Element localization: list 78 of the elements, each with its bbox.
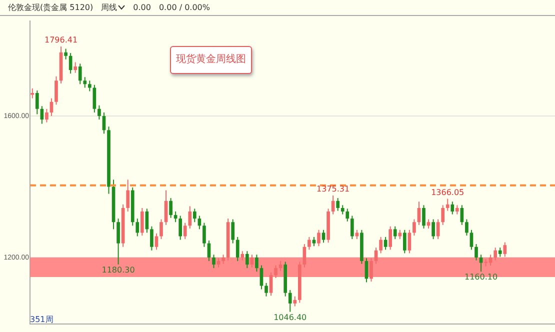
candlestick	[370, 258, 373, 282]
candlestick	[92, 84, 96, 113]
candlestick	[126, 179, 130, 212]
annotation: 1046.40	[274, 312, 307, 322]
candlestick	[188, 206, 192, 229]
candlestick	[64, 48, 68, 60]
candlestick	[264, 282, 268, 297]
candlestick	[269, 272, 273, 296]
candlestick	[317, 229, 320, 247]
candlestick	[202, 222, 206, 248]
candlestick	[78, 63, 82, 85]
text: 伦敦金现(贵金属 5120)	[8, 3, 94, 12]
candlestick	[346, 208, 350, 222]
candlestick	[140, 207, 144, 236]
text: 现货黄金周线图	[170, 46, 252, 74]
candlestick	[465, 218, 468, 236]
candlestick	[479, 254, 483, 272]
candlestick	[30, 88, 34, 99]
candlestick	[160, 218, 163, 240]
candlestick	[240, 250, 244, 261]
candlestick	[379, 236, 382, 254]
candlestick	[412, 218, 416, 236]
candlestick	[274, 264, 278, 279]
candlestick	[355, 229, 359, 240]
candlestick	[169, 198, 172, 218]
candlestick	[422, 204, 426, 229]
candlestick	[260, 264, 264, 290]
candlestick	[245, 250, 249, 269]
candlestick	[98, 104, 101, 120]
candlestick	[150, 226, 154, 251]
candlestick	[350, 215, 354, 240]
candlestick	[88, 80, 92, 92]
candlestick	[388, 226, 392, 250]
candlestick	[293, 296, 297, 307]
annotation: 1180.30	[102, 266, 135, 275]
annotation: 351周	[30, 314, 54, 325]
text: 0.00	[133, 3, 151, 12]
candlestick	[83, 76, 87, 88]
candlestick	[231, 218, 235, 244]
candlestick	[183, 222, 187, 240]
text: 周线	[101, 3, 118, 12]
annotation: 1796.41	[44, 36, 78, 45]
candlestick	[436, 218, 440, 240]
annotation: 1160.10	[464, 272, 498, 282]
candlestick	[340, 204, 344, 215]
candlestick	[236, 236, 240, 262]
candlestick	[398, 229, 402, 240]
text: 0.00 / 0.00%	[158, 3, 210, 12]
annotation: 1375.31	[316, 184, 350, 194]
candlestick	[308, 236, 311, 250]
candlestick	[255, 254, 258, 272]
candlestick	[136, 218, 140, 237]
candlestick	[222, 254, 225, 264]
candlestick	[54, 76, 58, 106]
candlestick	[446, 198, 450, 212]
candlestick	[393, 226, 397, 240]
candlestick	[116, 218, 120, 265]
annotation: 1366.05	[431, 188, 464, 197]
candlestick	[408, 229, 412, 254]
candlestick	[336, 198, 340, 212]
candlestick	[402, 229, 406, 254]
candlestick	[74, 62, 78, 74]
candlestick	[450, 201, 454, 215]
candlestick	[498, 247, 502, 258]
candlestick	[432, 218, 435, 240]
candlestick	[494, 247, 498, 261]
candlestick	[212, 254, 216, 269]
candlestick	[503, 242, 507, 258]
candlestick	[288, 290, 292, 312]
candlestick	[455, 204, 459, 215]
candlestick	[178, 215, 182, 240]
candlestick	[192, 208, 196, 223]
candlestick	[474, 244, 478, 261]
candlestick	[35, 90, 39, 115]
candlestick	[441, 204, 445, 226]
candlestick	[45, 108, 48, 123]
candlestick	[470, 229, 474, 250]
candlestick	[322, 229, 326, 244]
